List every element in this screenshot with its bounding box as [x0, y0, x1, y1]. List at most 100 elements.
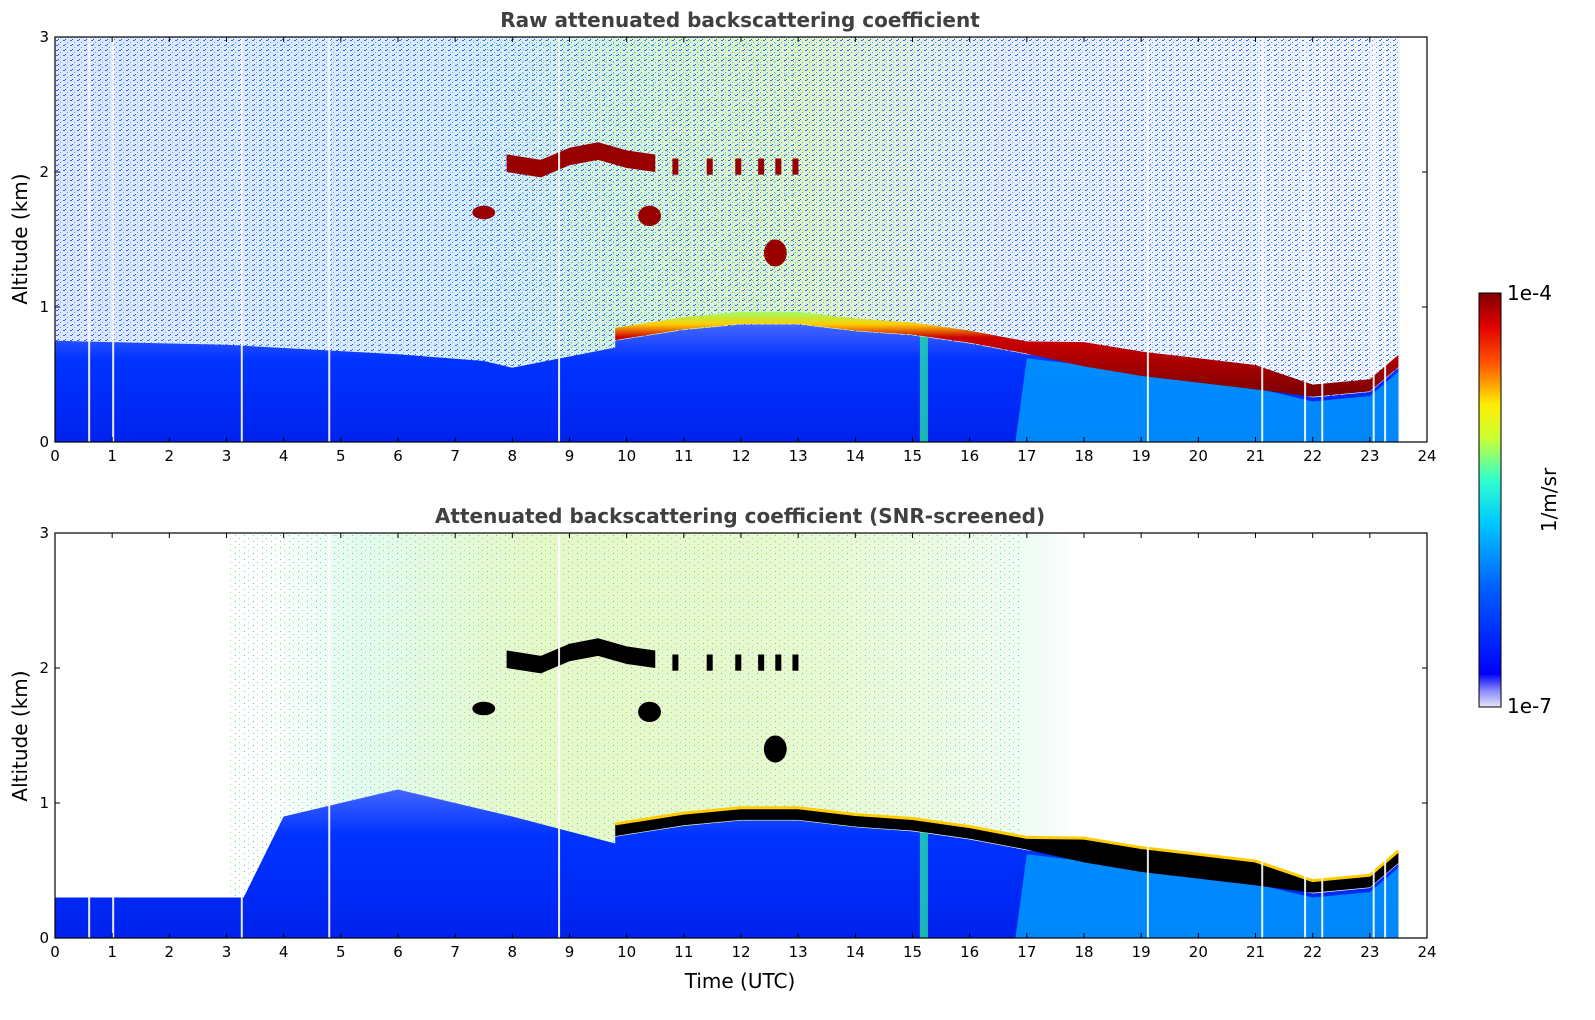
- cloud-patch: [638, 701, 661, 722]
- x-tick-label: 18: [1074, 943, 1093, 961]
- colorbar-min-label: 1e-7: [1507, 694, 1552, 718]
- cloud-fragment: [672, 158, 679, 175]
- x-tick-label: 23: [1360, 943, 1379, 961]
- cloud-patch: [638, 205, 661, 226]
- data-gap: [88, 37, 91, 442]
- x-axis-label: Time (UTC): [684, 969, 796, 993]
- x-axis-raw: 0 1 2 3 4 5 6 7 8 9 10 11 12 13 14 15 16 17 18 19 20 21 22 23 24: [50, 37, 1437, 465]
- cloud-fragment: [792, 158, 799, 175]
- x-tick-label: 21: [1246, 943, 1265, 961]
- data-gap: [1321, 37, 1324, 442]
- x-tick-label: 18: [1074, 447, 1093, 465]
- aerosol-plume: [919, 832, 928, 938]
- x-tick-label: 2: [165, 943, 175, 961]
- high-cloud-layer: [506, 142, 656, 178]
- cloud-patch: [763, 239, 787, 267]
- x-tick-label: 17: [1017, 447, 1036, 465]
- x-tick-label: 7: [450, 447, 460, 465]
- x-tick-label: 3: [222, 943, 232, 961]
- plot-area-screened: [54, 532, 1428, 939]
- data-gap: [1304, 533, 1307, 938]
- cloud-fragment: [758, 654, 765, 671]
- colorbar: 1e-4 1e-7 1/m/sr: [1478, 281, 1561, 718]
- x-tick-label: 1: [107, 447, 117, 465]
- x-tick-label: 24: [1417, 447, 1436, 465]
- low-cloud-base-region: [1015, 358, 1399, 442]
- x-tick-label: 20: [1189, 943, 1208, 961]
- chart-title-screened: Attenuated backscattering coefficient (S…: [435, 504, 1045, 528]
- y-tick-label: 3: [39, 524, 49, 542]
- data-gap: [558, 533, 561, 938]
- data-gap: [1146, 533, 1149, 938]
- cloud-fragment: [775, 654, 782, 671]
- cloud-fragment: [706, 654, 713, 671]
- x-tick-label: 9: [565, 943, 575, 961]
- aerosol-plume: [919, 336, 928, 442]
- y-axis-label-raw: Altitude (km): [8, 173, 32, 304]
- data-gap: [1384, 533, 1387, 938]
- low-cloud-base-region: [1015, 854, 1399, 938]
- x-tick-label: 5: [336, 447, 346, 465]
- x-tick-label: 15: [903, 943, 922, 961]
- cloud-fragment: [792, 654, 799, 671]
- panel-screened: Attenuated backscattering coefficient (S…: [8, 504, 1437, 993]
- x-tick-label: 6: [393, 447, 403, 465]
- data-gap: [1146, 37, 1149, 442]
- panel-raw: Raw attenuated backscattering coefficien…: [8, 8, 1437, 465]
- missing-data-stripes: [88, 37, 1387, 442]
- colorbar-gradient: [1478, 292, 1502, 708]
- data-gap: [1384, 37, 1387, 442]
- x-tick-label: 16: [960, 943, 979, 961]
- no-data-region: [1400, 37, 1427, 442]
- y-tick-label: 1: [39, 298, 49, 316]
- y-tick-label: 2: [39, 163, 49, 181]
- x-tick-label: 12: [731, 447, 750, 465]
- y-tick-label: 0: [39, 929, 49, 947]
- data-gap: [1304, 37, 1307, 442]
- x-tick-label: 7: [450, 943, 460, 961]
- x-tick-label: 19: [1132, 943, 1151, 961]
- low-cloud-layer: [615, 807, 1399, 893]
- data-gap: [1321, 533, 1324, 938]
- cloud-patch: [763, 735, 787, 763]
- y-axis-label-screened: Altitude (km): [8, 670, 32, 801]
- x-tick-label: 19: [1132, 447, 1151, 465]
- y-tick-label: 0: [39, 433, 49, 451]
- x-tick-label: 4: [279, 447, 289, 465]
- data-gap: [1372, 533, 1375, 938]
- missing-data-stripes: [88, 533, 1387, 938]
- x-tick-label: 22: [1303, 447, 1322, 465]
- y-tick-label: 3: [39, 28, 49, 46]
- cloud-patches: [472, 654, 799, 763]
- colorbar-unit-label: 1/m/sr: [1537, 467, 1561, 532]
- x-tick-label: 17: [1017, 943, 1036, 961]
- cloud-fragment: [735, 158, 742, 175]
- cloud-fragment: [706, 158, 713, 175]
- x-tick-label: 14: [846, 943, 865, 961]
- x-tick-label: 16: [960, 447, 979, 465]
- x-tick-label: 0: [50, 447, 60, 465]
- x-tick-label: 8: [508, 943, 518, 961]
- y-tick-label: 2: [39, 659, 49, 677]
- high-cloud-layer: [506, 638, 656, 674]
- x-tick-label: 9: [565, 447, 575, 465]
- data-gap: [240, 533, 243, 938]
- x-tick-label: 11: [674, 447, 693, 465]
- x-tick-label: 1: [107, 943, 117, 961]
- data-gap: [1261, 37, 1264, 442]
- data-gap: [328, 533, 331, 938]
- cloud-patch: [472, 205, 496, 220]
- x-tick-label: 13: [789, 943, 808, 961]
- data-gap: [558, 37, 561, 442]
- x-tick-label: 5: [336, 943, 346, 961]
- x-tick-label: 21: [1246, 447, 1265, 465]
- x-tick-label: 4: [279, 943, 289, 961]
- x-tick-label: 10: [617, 447, 636, 465]
- cloud-fragment: [672, 654, 679, 671]
- x-tick-label: 11: [674, 943, 693, 961]
- data-gap: [88, 533, 91, 938]
- chart-title-raw: Raw attenuated backscattering coefficien…: [500, 8, 980, 32]
- cloud-fragment: [758, 158, 765, 175]
- x-tick-label: 23: [1360, 447, 1379, 465]
